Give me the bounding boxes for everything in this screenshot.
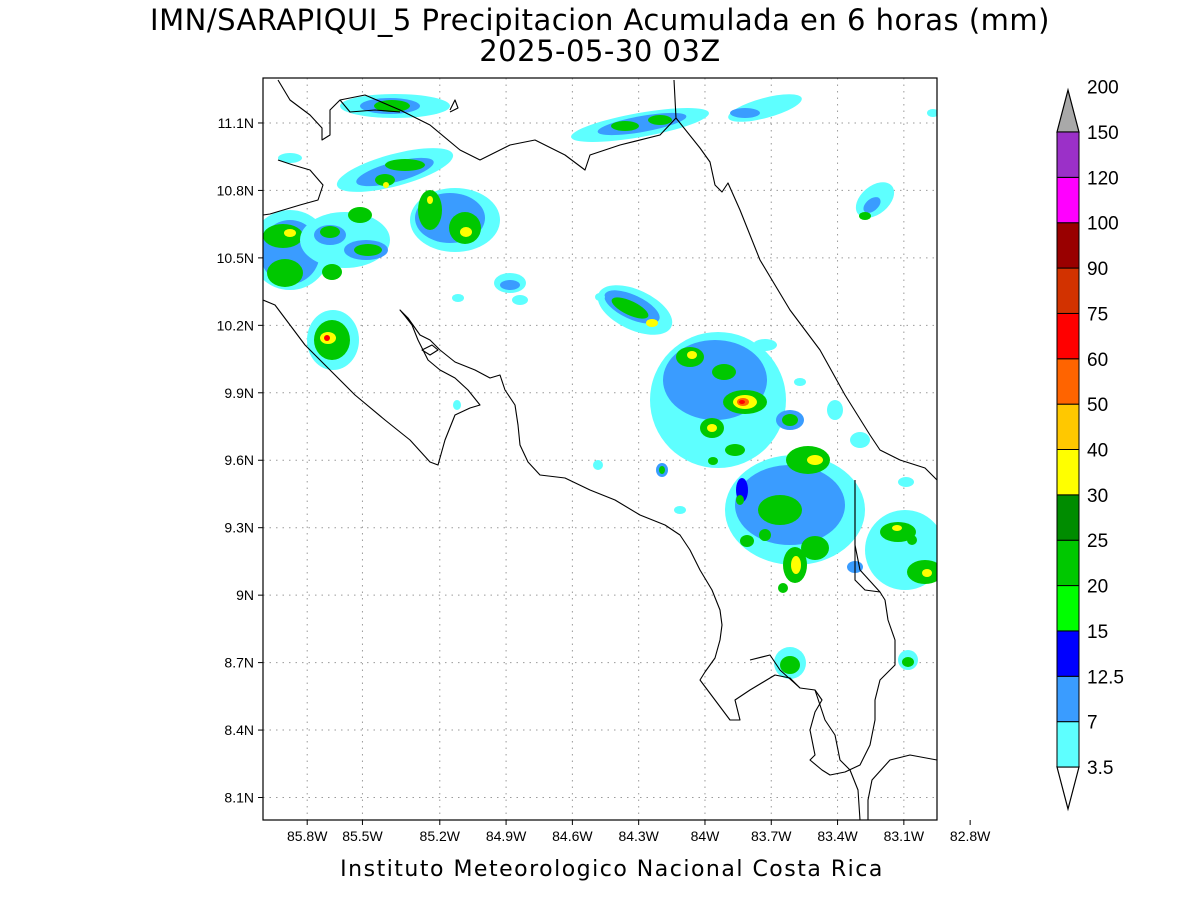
precip-cell-nw-4 (300, 207, 390, 280)
precip-cell-central-2 (593, 332, 870, 477)
lat-tick-label: 10.8N (217, 182, 254, 198)
latitude-axis: 11.1N 10.8N 10.5N 10.2N 9.9N 9.6N 9.3N 9N 8.7N 8.… (217, 115, 263, 806)
caribbean-coast (675, 117, 937, 481)
lat-tick-label: 8.7N (224, 655, 254, 671)
institution-credit: Instituto Meteorologico Nacional Costa R… (340, 857, 884, 882)
colorbar-swatch (1056, 403, 1080, 450)
precip-cell-nw-1 (340, 94, 450, 118)
colorbar-swatch (1056, 176, 1080, 224)
colorbar-swatch (1056, 675, 1080, 723)
colorbar-level-label: 25 (1087, 531, 1108, 552)
map-title: IMN/SARAPIQUI_5 Precipitacion Acumulada … (150, 3, 1050, 37)
colorbar-level-label: 60 (1087, 350, 1108, 371)
precip-cell-north-1 (571, 108, 709, 142)
lon-tick-label: 82.8W (950, 828, 991, 844)
precip-cell-small-1 (278, 153, 528, 410)
precip-cell-east-1 (865, 477, 937, 590)
precipitation-cells (263, 94, 937, 679)
colorbar-level-label: 12.5 (1087, 667, 1124, 688)
colorbar-level-label: 30 (1087, 486, 1108, 507)
nicaragua-border-coast (263, 79, 677, 216)
lat-tick-label: 8.1N (224, 790, 254, 806)
colorbar-level-label: 15 (1087, 622, 1108, 643)
precip-cell-nw-2 (336, 148, 454, 192)
colorbar-swatch (1056, 449, 1080, 496)
colorbar-swatch (1056, 539, 1080, 587)
lat-tick-label: 9.3N (224, 520, 254, 536)
colorbar-swatch (1056, 131, 1080, 178)
colorbar-level-label: 75 (1087, 304, 1108, 325)
lat-tick-label: 10.2N (217, 317, 254, 333)
lon-tick-label: 85.2W (420, 828, 461, 844)
colorbar-swatch (1056, 222, 1080, 269)
colorbar-level-label: 40 (1087, 441, 1108, 462)
map-subtitle-datetime: 2025-05-30 03Z (479, 34, 721, 68)
lon-tick-label: 84.6W (552, 828, 593, 844)
precipitation-colorbar: 3.5 7 12.5 15 20 25 30 40 50 60 75 90 100 120 150 200 (1056, 78, 1124, 812)
lon-tick-label: 85.5W (342, 828, 383, 844)
lat-tick-label: 9N (236, 587, 254, 603)
longitude-axis: 85.8W 85.5W 85.2W 84.9W 84.6W 84.3W 84W 83.7W 83… (287, 820, 991, 844)
precip-cell-south-1 (774, 647, 918, 679)
precip-cell-central-3 (674, 446, 865, 593)
precip-cell-nw-5 (410, 188, 500, 252)
lat-tick-label: 9.6N (224, 452, 254, 468)
lat-tick-label: 10.5N (217, 250, 254, 266)
colorbar-level-label: 3.5 (1087, 758, 1113, 779)
coastline-borders (263, 79, 937, 820)
colorbar-level-label: 120 (1087, 168, 1119, 189)
osa-peninsula (749, 654, 801, 689)
lat-tick-label: 9.9N (224, 385, 254, 401)
colorbar-upper-triangle (1056, 87, 1080, 133)
lon-tick-label: 84.3W (618, 828, 659, 844)
colorbar-level-label: 200 (1087, 78, 1119, 99)
colorbar-level-label: 50 (1087, 395, 1108, 416)
colorbar-swatch (1056, 312, 1080, 360)
lat-tick-label: 8.4N (224, 722, 254, 738)
lon-tick-label: 83.4W (817, 828, 858, 844)
colorbar-lower-triangle (1056, 766, 1080, 812)
colorbar-swatch (1056, 267, 1080, 314)
lat-tick-label: 11.1N (218, 115, 254, 131)
colorbar-level-label: 100 (1087, 214, 1119, 235)
colorbar-level-label: 150 (1087, 123, 1119, 144)
pacific-coast-south (814, 689, 937, 820)
gulf-nicoya-island (421, 344, 439, 356)
lon-tick-label: 84.9W (486, 828, 527, 844)
panama-border (854, 480, 881, 593)
precip-cell-north-2 (728, 94, 937, 220)
colorbar-level-label: 20 (1087, 577, 1108, 598)
precip-cell-central-1 (595, 285, 673, 335)
island-north (449, 99, 459, 113)
colorbar-swatch (1056, 721, 1080, 768)
lake-nicaragua-shore (339, 99, 401, 113)
lon-tick-label: 84W (691, 828, 721, 844)
colorbar-level-label: 90 (1087, 259, 1108, 280)
precip-cell-nw-6 (307, 310, 359, 370)
colorbar-swatch (1056, 494, 1080, 541)
lon-tick-label: 85.8W (287, 828, 328, 844)
colorbar-swatch (1056, 358, 1080, 405)
colorbar-swatch (1056, 585, 1080, 632)
map-plot-area: 85.8W 85.5W 85.2W 84.9W 84.6W 84.3W 84W 83.7W 83… (217, 77, 991, 844)
colorbar-swatch (1056, 630, 1080, 677)
pacific-coast-north (263, 299, 896, 776)
lon-tick-label: 83.1W (884, 828, 925, 844)
lon-tick-label: 83.7W (751, 828, 792, 844)
colorbar-level-label: 7 (1087, 713, 1098, 734)
map-frame (262, 77, 938, 821)
